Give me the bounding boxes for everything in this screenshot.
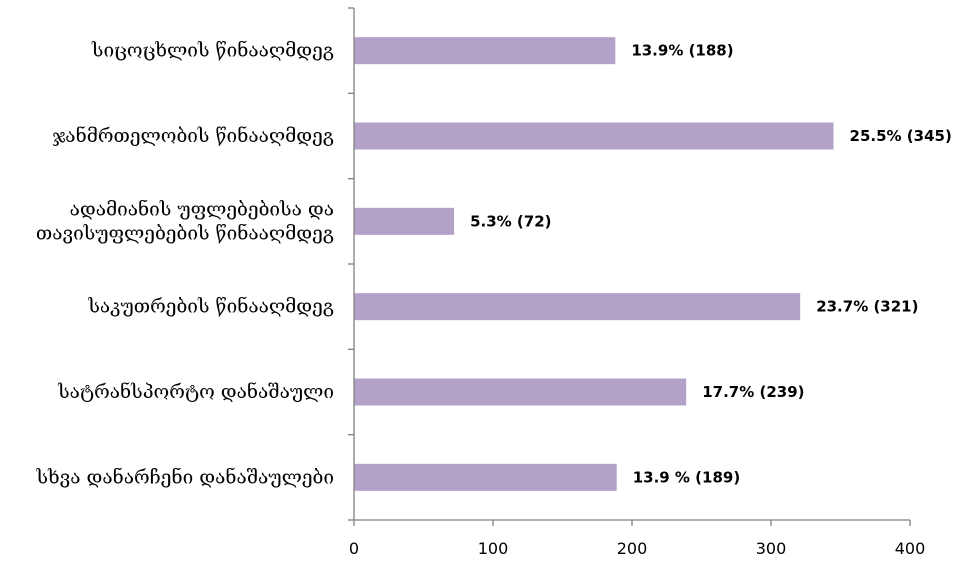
category-label: სხვა დანარჩენი დანაშაულები bbox=[35, 466, 334, 488]
category-label: სატრანსპორტო დანაშაული bbox=[57, 381, 334, 403]
data-label: 25.5% (345) bbox=[850, 127, 952, 145]
data-label: 13.9% (188) bbox=[631, 42, 733, 60]
category-label: თავისუფლებების წინააღმდეგ bbox=[36, 222, 334, 244]
bar bbox=[354, 37, 616, 65]
x-tick-label: 0 bbox=[349, 539, 359, 558]
x-tick-label: 100 bbox=[478, 539, 509, 558]
category-label: ადამიანის უფლებებისა და bbox=[70, 198, 334, 220]
bar bbox=[354, 122, 834, 150]
data-label: 23.7% (321) bbox=[816, 298, 918, 316]
bar bbox=[354, 378, 687, 406]
x-tick-label: 300 bbox=[756, 539, 787, 558]
bar bbox=[354, 463, 617, 491]
category-label: ჯანმრთელობის წინააღმდეგ bbox=[52, 125, 334, 147]
data-label: 13.9 % (189) bbox=[633, 468, 741, 486]
x-tick-label: 200 bbox=[617, 539, 648, 558]
bar bbox=[354, 207, 455, 235]
data-label: 5.3% (72) bbox=[470, 212, 551, 230]
category-label: სიცოცხლის წინააღმდეგ bbox=[91, 40, 334, 62]
data-label: 17.7% (239) bbox=[702, 383, 804, 401]
category-label: საკუთრების წინააღმდეგ bbox=[87, 296, 334, 318]
bar bbox=[354, 293, 801, 321]
x-tick-label: 400 bbox=[895, 539, 926, 558]
